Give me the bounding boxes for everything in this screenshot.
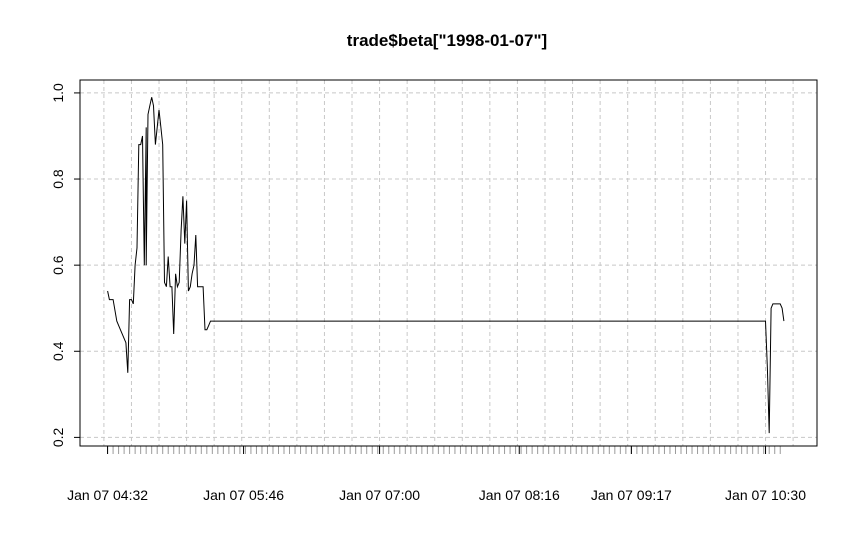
- x-axis: Jan 07 04:32 Jan 07 05:46 Jan 07 07:00 Jan …: [67, 446, 806, 503]
- y-tick-label: 0.4: [50, 341, 66, 361]
- series: [107, 97, 785, 434]
- x-tick-label: Jan 07 09:17: [591, 487, 672, 503]
- y-tick-label: 0.8: [50, 169, 66, 189]
- y-tick-label: 0.2: [50, 427, 66, 447]
- series-line: [107, 97, 785, 434]
- x-tick-label: Jan 07 04:32: [67, 487, 148, 503]
- plot-frame: [79, 79, 818, 447]
- x-tick-label: Jan 07 05:46: [203, 487, 284, 503]
- y-axis: 0.2 0.4 0.6 0.8 1.0: [50, 83, 80, 447]
- x-tick-label: Jan 07 10:30: [725, 487, 806, 503]
- y-tick-label: 1.0: [50, 83, 66, 103]
- y-tick-label: 0.6: [50, 255, 66, 275]
- x-tick-label: Jan 07 08:16: [479, 487, 560, 503]
- minor-ticks: [107, 446, 781, 454]
- x-tick-label: Jan 07 07:00: [339, 487, 420, 503]
- chart-title: trade$beta["1998-01-07"]: [347, 31, 547, 50]
- grid: [80, 80, 817, 446]
